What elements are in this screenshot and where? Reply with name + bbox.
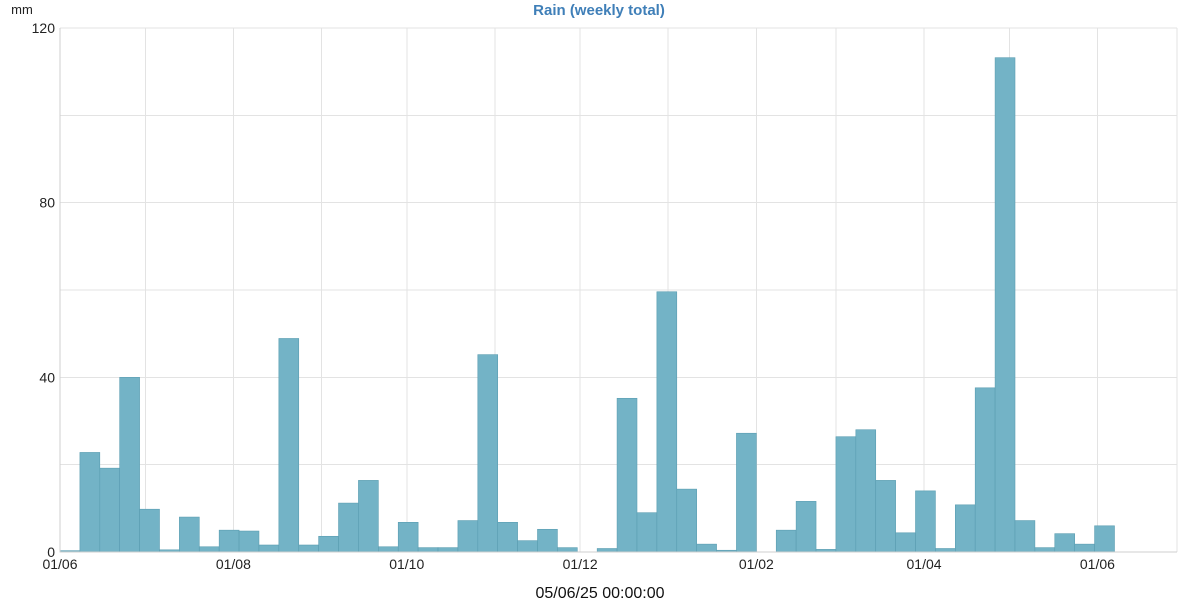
bar: [179, 516, 200, 553]
bar: [139, 508, 160, 553]
bar: [955, 504, 976, 553]
bar: [875, 480, 896, 553]
bar: [795, 501, 817, 553]
bar: [517, 540, 538, 553]
bar: [79, 452, 101, 553]
bar: [656, 291, 678, 553]
axes: [59, 28, 1177, 553]
x-tick-label: 01/06: [1080, 556, 1115, 572]
bar: [397, 522, 419, 553]
x-tick-label: 01/02: [739, 556, 774, 572]
bar: [835, 436, 857, 553]
bar: [358, 480, 379, 553]
bar: [855, 429, 877, 553]
y-tick-label: 120: [32, 20, 56, 36]
bar: [119, 377, 140, 553]
bar: [258, 544, 280, 553]
bar: [457, 520, 479, 553]
x-tick-labels: 01/06 01/08 01/10 01/12 01/02 01/04 01/06: [42, 556, 1115, 572]
bar: [676, 488, 697, 553]
x-tick-label: 01/06: [42, 556, 77, 572]
y-tick-label: 0: [47, 544, 55, 560]
bar: [557, 547, 578, 553]
bar: [915, 490, 936, 553]
bar: [974, 387, 996, 553]
bar: [895, 532, 916, 553]
x-tick-label: 01/04: [907, 556, 942, 572]
bar: [935, 548, 956, 553]
bar: [994, 57, 1016, 553]
bar: [437, 547, 459, 553]
bar: [1054, 533, 1075, 553]
bar: [1034, 547, 1056, 553]
x-tick-label: 01/12: [563, 556, 598, 572]
bar: [537, 528, 558, 553]
bar: [497, 522, 518, 553]
bar: [736, 432, 757, 553]
bar: [1074, 543, 1095, 553]
bar: [99, 467, 120, 553]
bar: [616, 397, 638, 553]
chart-title: Rain (weekly total): [533, 2, 665, 19]
bar: [417, 547, 439, 553]
bar: [298, 544, 319, 553]
x-axis-label: 05/06/25 00:00:00: [535, 585, 664, 600]
bar: [318, 535, 339, 553]
bar: [696, 543, 717, 553]
y-tick-labels: 0 40 80 120: [32, 20, 56, 560]
bar: [1014, 520, 1036, 553]
x-tick-label: 01/10: [389, 556, 424, 572]
y-axis-unit: mm: [11, 2, 33, 17]
bar: [338, 502, 359, 553]
y-tick-label: 80: [39, 195, 55, 211]
bar: [477, 354, 499, 553]
bar: [278, 338, 300, 553]
bar: [198, 546, 220, 553]
bar: [218, 529, 240, 553]
y-tick-label: 40: [39, 369, 55, 385]
bar: [596, 548, 618, 553]
bar: [1094, 525, 1115, 553]
bar: [378, 546, 399, 553]
bar: [775, 529, 797, 553]
bar: [238, 530, 260, 553]
x-tick-label: 01/08: [216, 556, 251, 572]
bars: [59, 57, 1115, 553]
bar: [636, 512, 658, 553]
